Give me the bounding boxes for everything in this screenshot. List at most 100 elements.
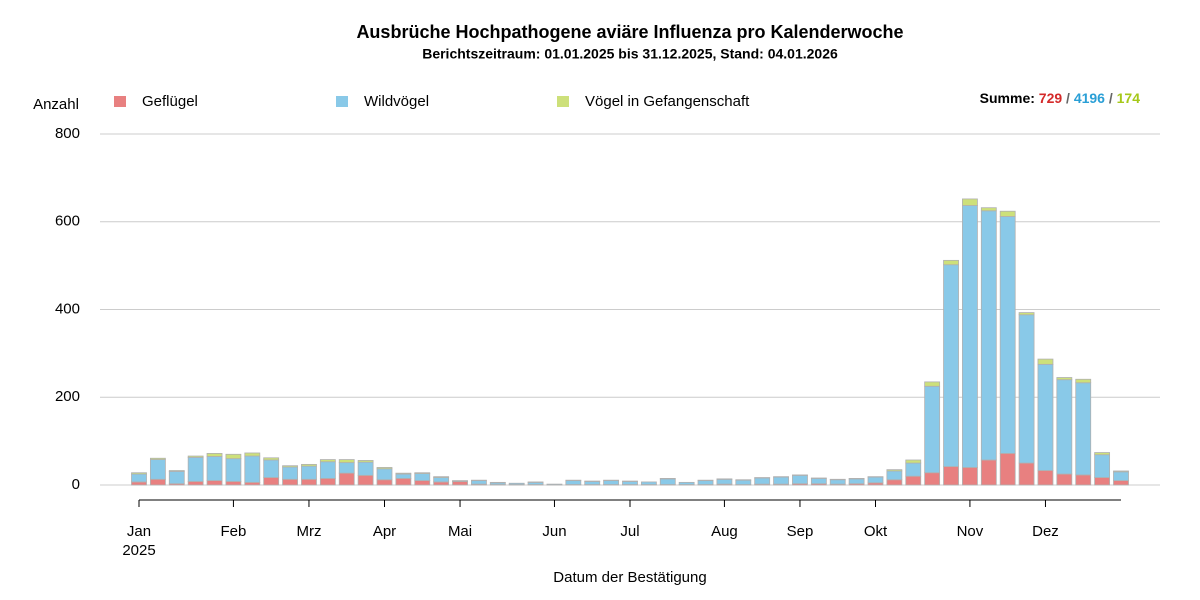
bar-segment: [1113, 470, 1129, 473]
bar-segment: [603, 480, 620, 485]
sum-text: Summe: 729 / 4196 / 174: [980, 90, 1141, 106]
y-axis-label: Anzahl: [33, 96, 79, 113]
bar-segment: [1075, 382, 1092, 476]
legend-swatch: [114, 96, 126, 107]
bar-segment: [980, 459, 997, 486]
bar-segment: [678, 481, 695, 485]
bar-segment: [263, 457, 280, 461]
x-tick-label: Jul: [620, 523, 639, 540]
bar-segment: [697, 480, 714, 485]
x-axis-label: Datum der Bestätigung: [553, 569, 706, 586]
bar-segment: [282, 478, 298, 486]
bar-segment: [999, 453, 1016, 486]
bar-segment: [282, 465, 298, 468]
bar-segment: [867, 476, 884, 484]
chart-subtitle: Berichtszeitraum: 01.01.2025 bis 31.12.2…: [422, 46, 838, 62]
x-tick-label: Jun: [542, 523, 566, 540]
bar-segment: [1056, 377, 1073, 381]
bar-segment: [848, 478, 865, 485]
bar-segment: [886, 469, 903, 472]
sum-value: 4196: [1074, 90, 1105, 106]
bar-segment: [225, 458, 242, 482]
bar-segment: [943, 259, 959, 266]
bar-segment: [716, 478, 733, 485]
bar-segment: [471, 480, 487, 485]
bar-segment: [905, 462, 922, 477]
bar-segment: [395, 473, 412, 479]
x-tick-label: Jan: [127, 523, 151, 540]
bar-segment: [187, 456, 204, 482]
sum-separator: /: [1066, 90, 1070, 106]
x-tick-label: Feb: [220, 523, 246, 540]
bar-segment: [1056, 473, 1073, 486]
bar-segment: [149, 459, 166, 480]
bar-segment: [1075, 378, 1092, 384]
bar-segment: [829, 479, 846, 485]
bar-segment: [1094, 477, 1111, 486]
bar-segment: [168, 470, 185, 485]
bar-segment: [282, 466, 298, 480]
bar-segment: [999, 216, 1016, 454]
bar-segment: [131, 473, 147, 483]
bar-segment: [301, 465, 317, 480]
x-tick-label: Mrz: [296, 523, 321, 540]
bar-segment: [962, 198, 978, 206]
sum-value: 729: [1039, 90, 1063, 106]
bar-segment: [263, 459, 280, 478]
bar-segment: [565, 480, 582, 485]
sum-separator: /: [1109, 90, 1113, 106]
bar-segment: [792, 474, 808, 485]
x-tick-label: Okt: [864, 523, 888, 540]
bar-segment: [452, 481, 468, 486]
bar-segment: [508, 482, 525, 485]
bar-segment: [962, 205, 978, 468]
bar-segment: [206, 456, 223, 482]
bar-segment: [301, 478, 317, 486]
bar-segment: [1037, 470, 1054, 486]
bar-segment: [1018, 314, 1035, 464]
bar-segment: [773, 476, 789, 485]
bar-segment: [924, 385, 941, 474]
bar-segment: [886, 470, 903, 481]
bar-segment: [357, 474, 374, 486]
bar-segment: [319, 459, 336, 463]
bar-segment: [263, 477, 280, 486]
bar-segment: [414, 480, 431, 486]
sum-label: Summe:: [980, 90, 1035, 106]
x-year-label: 2025: [122, 542, 155, 559]
bar-segment: [376, 467, 393, 470]
bar-segment: [319, 461, 336, 479]
bar-segment: [1018, 312, 1035, 316]
bar-segment: [338, 472, 355, 486]
chart-title: Ausbrüche Hochpathogene aviäre Influenza…: [356, 22, 903, 42]
bar-segment: [1113, 480, 1129, 486]
bar-segment: [943, 466, 959, 486]
bar-segment: [1094, 454, 1111, 478]
bar-segment: [395, 472, 412, 475]
bar-segment: [187, 455, 204, 458]
bar-segment: [433, 476, 450, 478]
bar-segment: [1037, 363, 1054, 471]
bar-segment: [905, 459, 922, 464]
bar-segment: [1094, 452, 1111, 456]
bar-segment: [225, 481, 242, 486]
bar-segment: [131, 472, 147, 475]
bar-segment: [414, 472, 431, 474]
bar-segment: [980, 210, 997, 461]
bar-segment: [149, 457, 166, 460]
bar-segment: [168, 470, 185, 472]
legend-swatch: [336, 96, 348, 107]
legend-label: Geflügel: [142, 93, 198, 110]
x-tick-label: Sep: [787, 523, 814, 540]
legend-swatch: [557, 96, 569, 107]
bar-segment: [338, 459, 355, 464]
bar-segment: [1113, 471, 1129, 482]
bar-segment: [943, 264, 959, 467]
bar-segment: [338, 462, 355, 474]
bar-segment: [376, 468, 393, 481]
x-tick-label: Apr: [373, 523, 396, 540]
bar-segment: [357, 461, 374, 476]
bar-segment: [980, 207, 997, 212]
x-tick-label: Dez: [1032, 523, 1059, 540]
